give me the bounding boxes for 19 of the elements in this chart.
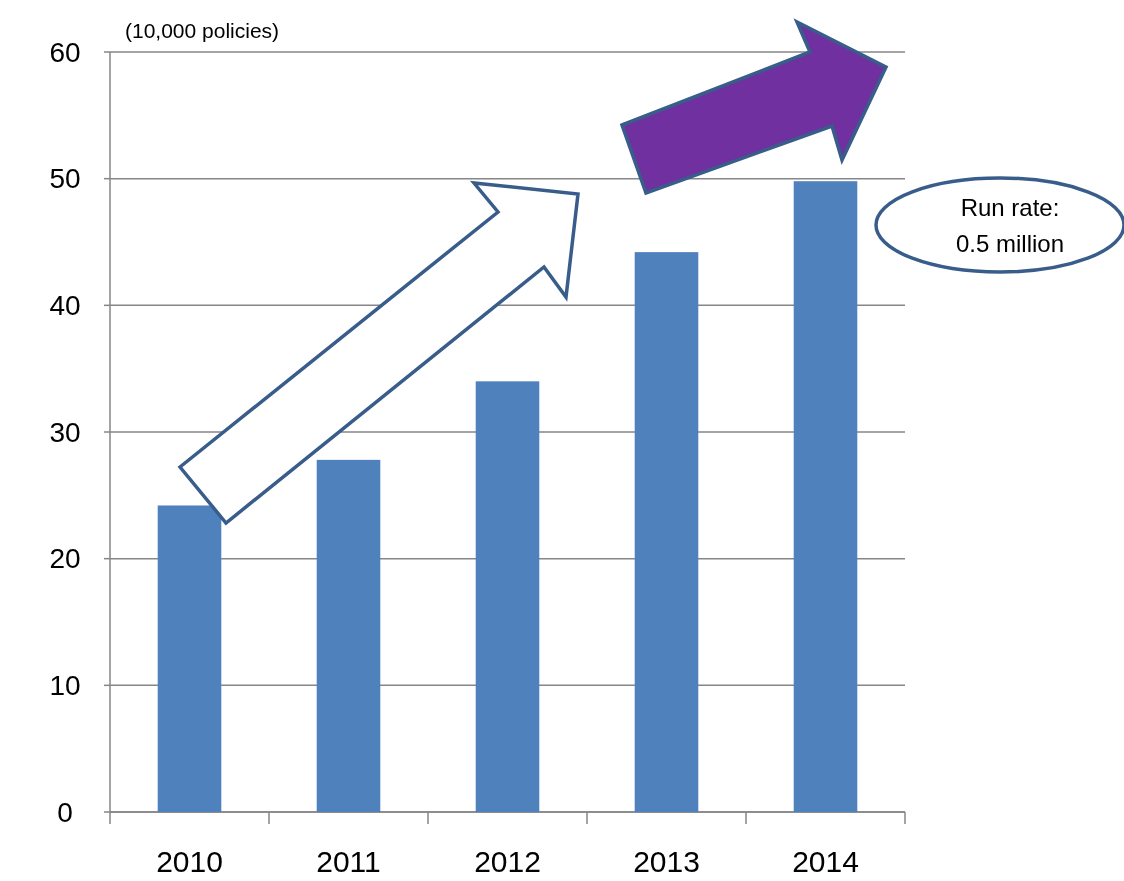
bar bbox=[475, 381, 540, 812]
y-tick-label: 40 bbox=[49, 290, 81, 322]
x-tick-label: 2014 bbox=[792, 845, 859, 878]
y-tick-label: 10 bbox=[49, 670, 81, 702]
bar bbox=[157, 505, 222, 812]
x-tick-label: 2010 bbox=[156, 845, 223, 878]
x-tick-label: 2013 bbox=[633, 845, 700, 878]
text: Run rate: 0.5 million bbox=[955, 194, 1065, 258]
y-tick-label: 50 bbox=[49, 163, 81, 195]
y-tick-label: 20 bbox=[49, 543, 81, 575]
x-tick-label: 2011 bbox=[316, 845, 381, 878]
y-tick-label: 60 bbox=[49, 36, 81, 68]
bar bbox=[316, 459, 381, 812]
x-tick-label: 2012 bbox=[474, 845, 541, 878]
y-tick-label: 30 bbox=[49, 416, 81, 448]
y-tick-label: 0 bbox=[57, 796, 73, 828]
y-axis-title: (10,000 policies) bbox=[125, 19, 280, 42]
bar bbox=[634, 252, 699, 812]
bar bbox=[793, 181, 858, 812]
